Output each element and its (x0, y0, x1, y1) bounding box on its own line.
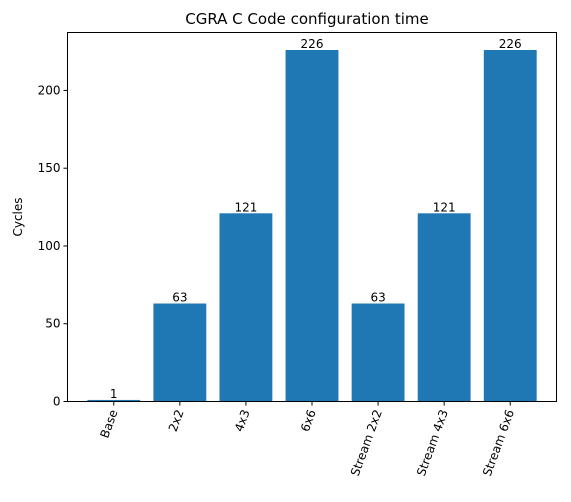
y-tick-label: 100 (38, 239, 61, 253)
data-label: 63 (370, 291, 385, 305)
x-tick-label: Stream 6x6 (480, 408, 517, 478)
data-label: 121 (234, 200, 257, 214)
bars-group (87, 49, 537, 402)
y-tick-label: 200 (38, 83, 61, 97)
plot-frame (67, 32, 557, 402)
data-label: 63 (172, 291, 187, 305)
x-tick-label: Stream 2x2 (348, 408, 385, 478)
bar-stream-6x6 (483, 49, 537, 402)
data-label: 226 (499, 37, 522, 51)
bar-stream-2x2 (351, 303, 405, 402)
data-label: 1 (110, 387, 118, 401)
y-tick-label: 50 (45, 317, 60, 331)
bar-stream-4x3 (417, 213, 471, 402)
bar-base (87, 399, 141, 402)
chart-title: CGRA C Code configuration time (185, 10, 429, 28)
x-tick-label: 6x6 (298, 408, 319, 434)
data-label: 121 (433, 200, 456, 214)
x-ticks-group: Base 2x2 4x3 6x6 Stream 2x2 Stream 4x3 Stream … (97, 401, 517, 478)
y-tick-label: 150 (38, 161, 61, 175)
bar-2x2 (153, 303, 207, 402)
x-tick-label: Base (97, 408, 120, 440)
x-tick-label: Stream 4x3 (414, 408, 451, 478)
y-tick-label: 0 (53, 395, 61, 409)
data-label: 226 (301, 37, 324, 51)
y-axis-label: Cycles (11, 197, 25, 236)
y-ticks-group: 0 50 100 150 200 (38, 83, 68, 409)
bar-4x3 (219, 213, 273, 402)
data-labels-group: 1 63 121 226 63 121 226 (110, 37, 522, 401)
bar-6x6 (285, 49, 339, 402)
x-tick-label: 2x2 (166, 408, 187, 434)
x-tick-label: 4x3 (232, 408, 253, 434)
